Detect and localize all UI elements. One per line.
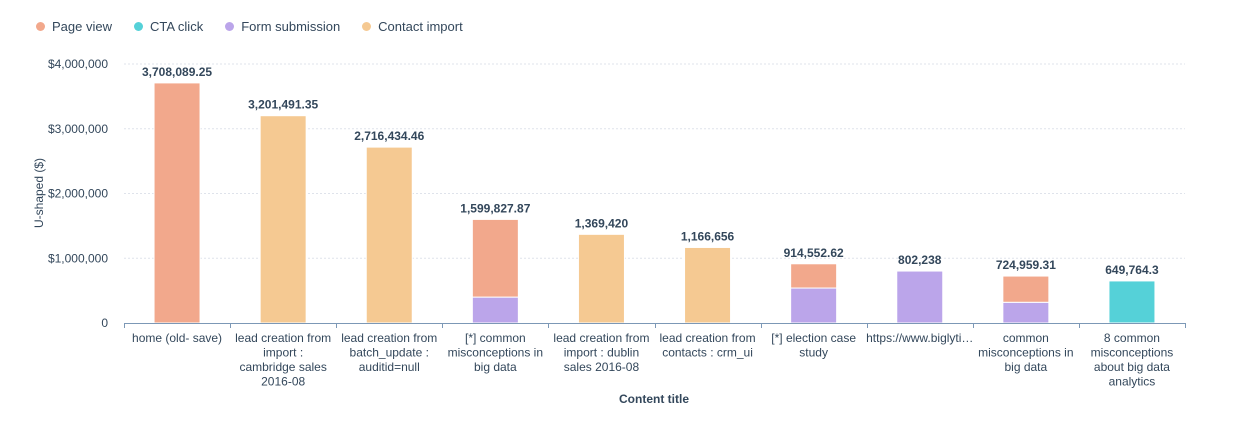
x-category-label-line: https://www.biglyti…	[866, 331, 973, 345]
x-category-label: lead creation from import : cambridge sale…	[235, 331, 331, 389]
x-category-label-line: [*] common	[465, 331, 526, 345]
y-tick-label: $3,000,000	[48, 122, 108, 136]
x-category-label-line: analytics	[1109, 375, 1156, 389]
bar-segment-contact-import[interactable]	[577, 233, 625, 324]
x-category-label: [*] common misconceptions in big data	[448, 331, 543, 374]
x-axis-title: Content title	[619, 392, 689, 406]
x-category-label-line: big data	[1004, 360, 1047, 374]
x-category-label-line: batch_update :	[350, 346, 429, 360]
bar-segment-page-view[interactable]	[1002, 275, 1050, 303]
x-axis-category-labels: home (old- save) lead creation from import…	[132, 331, 1173, 389]
x-category-label-line: lead creation from	[660, 331, 756, 345]
x-category-label-line: lead creation from	[235, 331, 331, 345]
x-category-label-line: auditid=null	[359, 360, 420, 374]
bar-total-label: 802,238	[898, 253, 942, 267]
x-category-label-line: study	[799, 346, 828, 360]
y-axis-title: U-shaped ($)	[32, 158, 46, 228]
x-category-label-line: big data	[474, 360, 517, 374]
x-category-label-line: contacts : crm_ui	[662, 346, 753, 360]
y-tick-label: $2,000,000	[48, 187, 108, 201]
bar-total-labels: 3,708,089.25 3,201,491.35 2,716,434.46 1,59…	[142, 65, 1159, 277]
x-category-label-line: import :	[263, 346, 303, 360]
x-category-label-line: import : dublin	[564, 346, 639, 360]
legend-item-form-submission[interactable]: Form submission	[225, 19, 340, 34]
x-category-label-line: lead creation from	[553, 331, 649, 345]
x-category-label-line: misconceptions in	[448, 346, 543, 360]
bar-segment-page-view[interactable]	[471, 218, 519, 298]
y-axis-tick-labels: 0 $1,000,000 $2,000,000 $3,000,000 $4,000,00…	[48, 57, 108, 330]
bar-total-label: 1,599,827.87	[460, 201, 530, 215]
legend-item-cta-click[interactable]: CTA click	[133, 18, 204, 34]
legend-swatch-form-submission	[225, 21, 235, 31]
x-category-label: https://www.biglyti…	[866, 331, 973, 345]
x-category-label: lead creation from import : dublin sales 2…	[553, 331, 649, 374]
bar-segment-page-view[interactable]	[153, 82, 201, 324]
bar-total-label: 1,369,420	[575, 216, 629, 230]
x-category-label-line: sales 2016-08	[564, 360, 640, 374]
x-category-label-line: misconceptions in	[978, 346, 1073, 360]
bar-total-label: 2,716,434.46	[354, 129, 424, 143]
y-tick-label: 0	[101, 316, 108, 330]
x-category-label-line: 2016-08	[261, 375, 305, 389]
y-tick-label: $1,000,000	[48, 251, 108, 265]
x-category-label: lead creation from contacts : crm_ui	[660, 331, 756, 360]
bar-total-label: 3,201,491.35	[248, 98, 318, 112]
chart-legend: Page view CTA click Form submission Cont…	[36, 17, 485, 35]
bar-total-label: 3,708,089.25	[142, 65, 212, 79]
x-category-label-line: about big data	[1094, 360, 1170, 374]
x-category-label: lead creation from batch_update : auditid=…	[341, 331, 437, 374]
x-category-label: 8 common misconceptions about big data anal…	[1091, 331, 1174, 389]
y-tick-label: $4,000,000	[48, 57, 108, 71]
legend-swatch-cta-click	[133, 21, 143, 31]
legend-label-cta-click: CTA click	[149, 18, 204, 34]
bar-segment-cta-click[interactable]	[1108, 280, 1156, 324]
bar-total-label: 1,166,656	[681, 229, 735, 243]
x-category-label-line: cambridge sales	[239, 360, 326, 374]
x-category-label-line: misconceptions	[1091, 346, 1174, 360]
bar-total-label: 649,764.3	[1105, 263, 1159, 277]
bar-segment-form-submission[interactable]	[790, 287, 838, 324]
bars	[153, 82, 1156, 324]
bar-total-label: 914,552.62	[784, 246, 844, 260]
x-category-label-line: lead creation from	[341, 331, 437, 345]
bar-segment-form-submission[interactable]	[1002, 301, 1050, 324]
x-category-label: home (old- save)	[132, 331, 222, 345]
x-axis	[124, 323, 1186, 328]
bar-segment-contact-import[interactable]	[259, 115, 307, 324]
legend-label-form-submission: Form submission	[241, 18, 341, 34]
legend-label-page-view: Page view	[52, 18, 112, 34]
legend-item-page-view[interactable]: Page view	[36, 19, 112, 34]
legend-swatch-contact-import	[362, 21, 372, 31]
x-category-label: [*] election case study	[771, 331, 856, 360]
x-category-label: common misconceptions in big data	[978, 331, 1073, 374]
legend-label-contact-import: Contact import	[378, 18, 463, 34]
legend-item-contact-import[interactable]: Contact import	[362, 19, 463, 34]
bar-segment-contact-import[interactable]	[365, 146, 413, 324]
bar-segment-page-view[interactable]	[790, 263, 838, 289]
x-category-label-line: home (old- save)	[132, 331, 222, 345]
x-category-label-line: 8 common	[1104, 331, 1160, 345]
x-category-label-line: common	[1003, 331, 1049, 345]
legend-swatch-page-view	[36, 21, 45, 31]
bar-segment-form-submission[interactable]	[471, 296, 519, 324]
bar-segment-contact-import[interactable]	[684, 246, 732, 324]
bar-segment-form-submission[interactable]	[896, 270, 944, 324]
x-category-label-line: [*] election case	[771, 331, 856, 345]
bar-total-label: 724,959.31	[996, 258, 1056, 272]
